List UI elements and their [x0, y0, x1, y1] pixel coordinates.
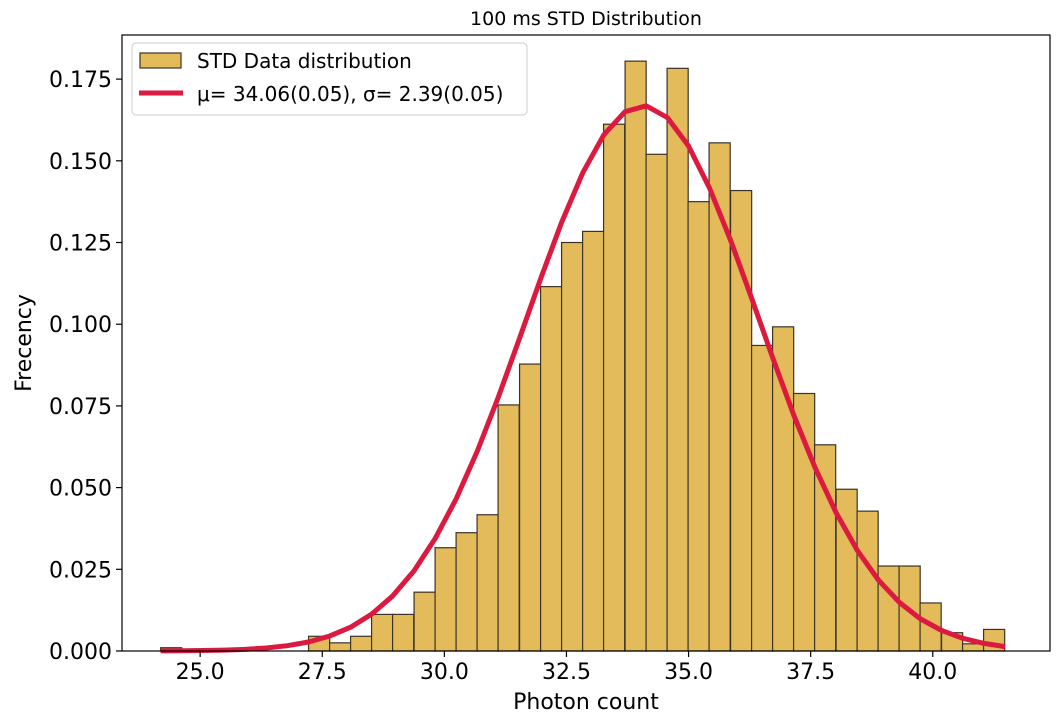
y-axis-label: Frecency — [12, 294, 37, 392]
histogram-bar — [413, 591, 436, 652]
histogram-bar — [518, 363, 542, 652]
histogram-bar — [771, 326, 795, 652]
plot-frame — [121, 34, 1051, 652]
y-axis-ticks: 0.000 0.025 0.050 0.075 0.100 0.125 0.150 0.175 — [49, 68, 122, 665]
histogram-bar — [370, 613, 394, 652]
x-tick-label: 35.0 — [664, 660, 713, 685]
y-tick-label: 0.100 — [49, 313, 112, 338]
legend-histogram-swatch — [139, 52, 182, 69]
legend-histogram-label: STD Data distribution — [197, 49, 412, 73]
histogram-bar — [729, 189, 753, 652]
histogram-bar — [476, 514, 499, 652]
y-tick-label: 0.075 — [49, 395, 112, 420]
legend-box — [131, 42, 528, 116]
y-tick-label: 0.050 — [49, 477, 112, 502]
y-tick-label: 0.175 — [49, 68, 112, 93]
y-tick-label: 0.025 — [49, 558, 112, 583]
x-tick-label: 40.0 — [908, 660, 957, 685]
histogram-bar — [455, 532, 478, 652]
histogram-bar — [349, 635, 373, 652]
histogram-bar — [750, 344, 774, 652]
y-tick-label: 0.125 — [49, 232, 112, 257]
histogram-bar — [391, 613, 415, 652]
x-axis-ticks: 25.0 27.5 30.0 32.5 35.0 37.5 40.0 — [176, 651, 957, 685]
histogram-bar — [434, 547, 457, 652]
histogram-bar — [328, 642, 352, 652]
histogram-bar — [539, 286, 563, 652]
histogram-bar — [560, 241, 584, 652]
x-tick-label: 32.5 — [542, 660, 591, 685]
histogram-bar — [877, 565, 900, 652]
gaussian-fit — [160, 103, 1006, 654]
histogram-bar — [645, 153, 668, 652]
legend-fit-label: μ= 34.06(0.05), σ= 2.39(0.05) — [197, 82, 503, 106]
x-tick-label: 37.5 — [786, 660, 835, 685]
chart-title: 100 ms STD Distribution — [470, 8, 702, 30]
histogram-bar — [792, 392, 816, 652]
fit-curve-line — [160, 103, 1006, 654]
histogram-bar — [687, 201, 710, 652]
x-tick-label: 30.0 — [420, 660, 469, 685]
histogram-bar — [602, 123, 626, 652]
x-axis-label: Photon count — [513, 690, 659, 715]
histogram-bar — [856, 510, 879, 652]
histogram-bar — [581, 230, 605, 652]
y-tick-label: 0.000 — [49, 640, 112, 665]
histogram-bars — [159, 60, 1006, 652]
x-tick-label: 25.0 — [176, 660, 225, 685]
histogram-bar — [666, 67, 689, 652]
y-tick-label: 0.150 — [49, 150, 112, 175]
histogram-bar — [624, 60, 647, 652]
histogram-bar — [497, 404, 520, 652]
legend: STD Data distribution μ= 34.06(0.05), σ=… — [131, 42, 528, 116]
x-tick-label: 27.5 — [298, 660, 347, 685]
